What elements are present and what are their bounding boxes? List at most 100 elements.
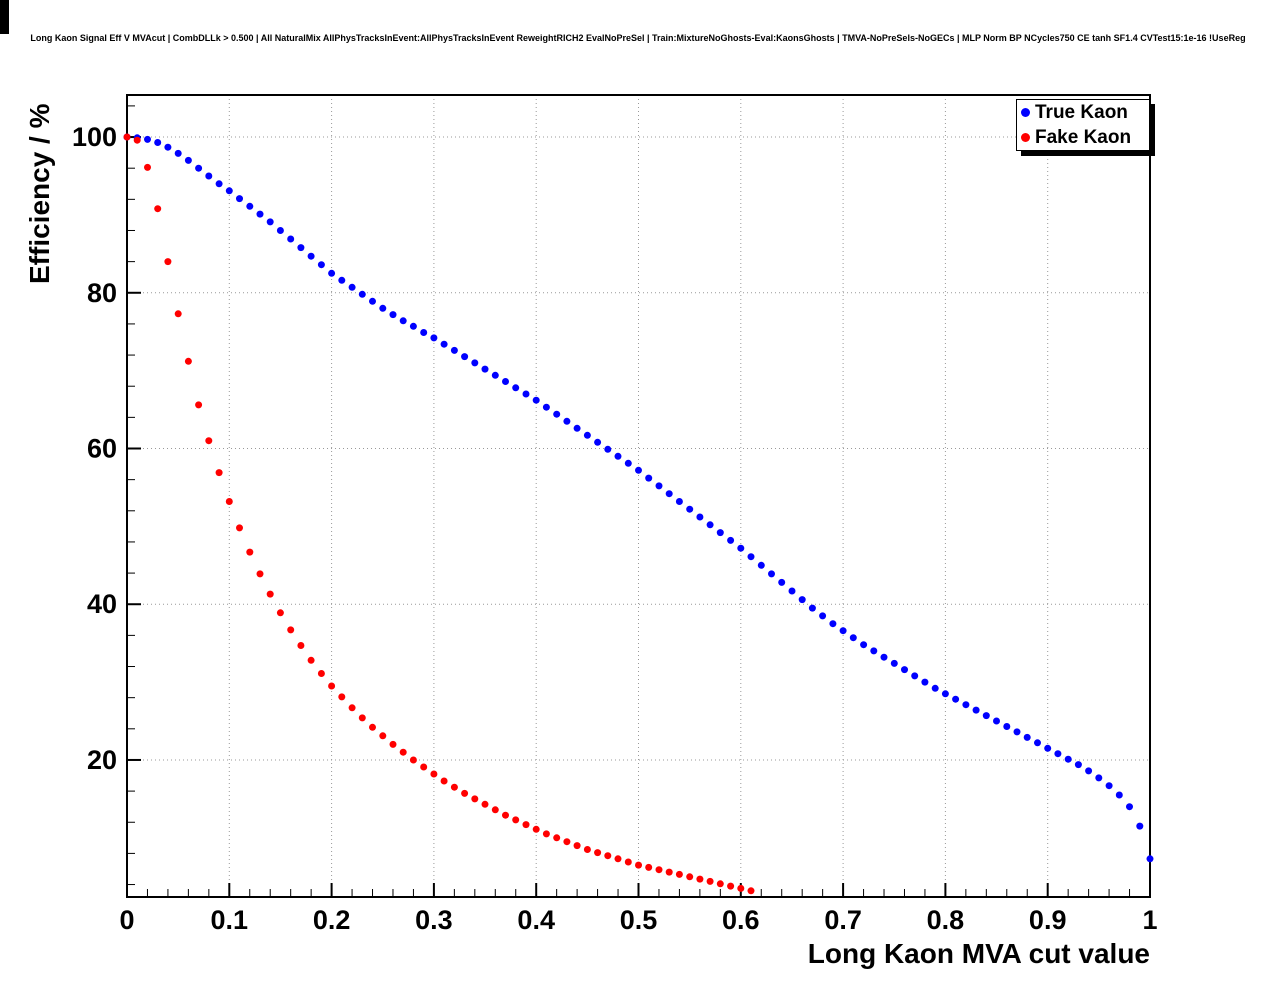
data-point-true-kaon — [808, 604, 816, 612]
data-point-true-kaon — [1085, 767, 1093, 775]
data-point-true-kaon — [829, 620, 837, 628]
data-point-fake-kaon — [389, 740, 397, 748]
data-point-true-kaon — [461, 353, 469, 361]
legend-marker — [1021, 108, 1030, 117]
data-point-fake-kaon — [604, 852, 612, 860]
data-point-true-kaon — [931, 684, 939, 692]
x-tick-label: 0.5 — [620, 905, 658, 935]
data-point-true-kaon — [1064, 755, 1072, 763]
data-point-true-kaon — [502, 378, 509, 385]
data-point-true-kaon — [430, 334, 438, 342]
data-point-true-kaon — [993, 717, 1000, 725]
data-point-fake-kaon — [573, 842, 581, 850]
data-point-fake-kaon — [686, 873, 694, 881]
data-point-true-kaon — [1034, 739, 1041, 747]
data-point-true-kaon — [747, 553, 755, 561]
data-point-true-kaon — [450, 346, 458, 354]
data-point-true-kaon — [982, 712, 990, 720]
data-point-true-kaon — [164, 143, 172, 151]
data-point-fake-kaon — [409, 756, 417, 764]
data-point-true-kaon — [420, 329, 428, 336]
data-point-true-kaon — [849, 634, 857, 642]
data-point-fake-kaon — [184, 357, 192, 365]
data-point-fake-kaon — [195, 401, 203, 409]
data-point-fake-kaon — [594, 849, 602, 857]
data-point-true-kaon — [962, 701, 970, 709]
data-point-fake-kaon — [215, 469, 223, 477]
data-point-fake-kaon — [399, 748, 407, 756]
x-tick-label: 0.4 — [517, 905, 555, 935]
data-point-true-kaon — [195, 164, 203, 172]
x-tick-label: 0.6 — [722, 905, 760, 935]
data-point-fake-kaon — [123, 133, 131, 141]
data-point-true-kaon — [174, 149, 182, 157]
y-tick-label: 20 — [87, 745, 117, 775]
data-point-fake-kaon — [706, 877, 714, 885]
y-axis-title: Efficiency / % — [24, 103, 55, 284]
data-point-true-kaon — [706, 521, 714, 529]
data-point-fake-kaon — [164, 258, 172, 266]
data-point-true-kaon — [348, 283, 356, 291]
data-point-fake-kaon — [583, 846, 591, 853]
data-point-true-kaon — [532, 396, 540, 404]
data-point-true-kaon — [716, 529, 724, 537]
data-point-true-kaon — [1054, 750, 1062, 758]
data-point-true-kaon — [471, 359, 479, 367]
data-point-true-kaon — [184, 156, 192, 164]
data-point-fake-kaon — [614, 855, 622, 863]
data-point-true-kaon — [1044, 744, 1052, 752]
data-point-fake-kaon — [287, 626, 295, 634]
data-point-true-kaon — [440, 340, 448, 348]
x-tick-label: 0.3 — [415, 905, 453, 935]
data-point-true-kaon — [389, 311, 397, 319]
data-point-true-kaon — [512, 384, 520, 392]
data-point-true-kaon — [757, 561, 765, 569]
data-point-true-kaon — [317, 261, 325, 269]
legend-label: True Kaon — [1035, 102, 1128, 123]
data-point-true-kaon — [727, 536, 735, 544]
data-point-fake-kaon — [553, 834, 561, 842]
legend-entry-fake-kaon: Fake Kaon — [1017, 125, 1149, 150]
data-point-true-kaon — [553, 410, 561, 418]
x-tick-label: 0.7 — [824, 905, 862, 935]
data-point-fake-kaon — [297, 642, 305, 649]
data-point-true-kaon — [379, 304, 387, 312]
x-tick-label: 0.1 — [211, 905, 249, 935]
x-axis-title: Long Kaon MVA cut value — [807, 938, 1150, 969]
data-point-fake-kaon — [174, 310, 182, 318]
data-point-true-kaon — [1105, 782, 1113, 790]
data-point-true-kaon — [144, 135, 151, 143]
data-point-true-kaon — [839, 627, 847, 635]
data-point-true-kaon — [941, 690, 949, 698]
data-point-true-kaon — [225, 187, 233, 195]
data-point-fake-kaon — [358, 714, 366, 722]
data-point-true-kaon — [665, 490, 673, 498]
data-point-true-kaon — [778, 578, 786, 586]
data-point-fake-kaon — [675, 870, 683, 878]
data-point-true-kaon — [573, 424, 581, 432]
data-point-true-kaon — [1126, 803, 1133, 811]
data-point-true-kaon — [215, 180, 223, 188]
data-point-true-kaon — [1003, 723, 1011, 730]
data-point-fake-kaon — [348, 704, 356, 712]
y-tick-label: 60 — [87, 434, 117, 464]
data-point-true-kaon — [1095, 774, 1103, 782]
data-point-true-kaon — [369, 297, 376, 305]
data-point-true-kaon — [768, 570, 775, 578]
data-point-true-kaon — [901, 666, 908, 674]
data-point-true-kaon — [911, 672, 919, 680]
data-point-true-kaon — [880, 653, 888, 661]
y-tick-label: 100 — [72, 122, 117, 152]
data-point-fake-kaon — [727, 882, 735, 890]
plot-title: Long Kaon Signal Eff V MVAcut | CombDLLk… — [30, 33, 1246, 43]
data-point-fake-kaon — [246, 548, 254, 556]
data-point-true-kaon — [696, 513, 704, 521]
data-point-true-kaon — [583, 431, 591, 439]
data-point-true-kaon — [307, 252, 315, 260]
data-point-true-kaon — [655, 482, 663, 490]
data-point-fake-kaon — [236, 524, 243, 532]
data-point-fake-kaon — [154, 205, 162, 213]
data-point-true-kaon — [1136, 822, 1144, 830]
data-point-fake-kaon — [522, 821, 530, 829]
